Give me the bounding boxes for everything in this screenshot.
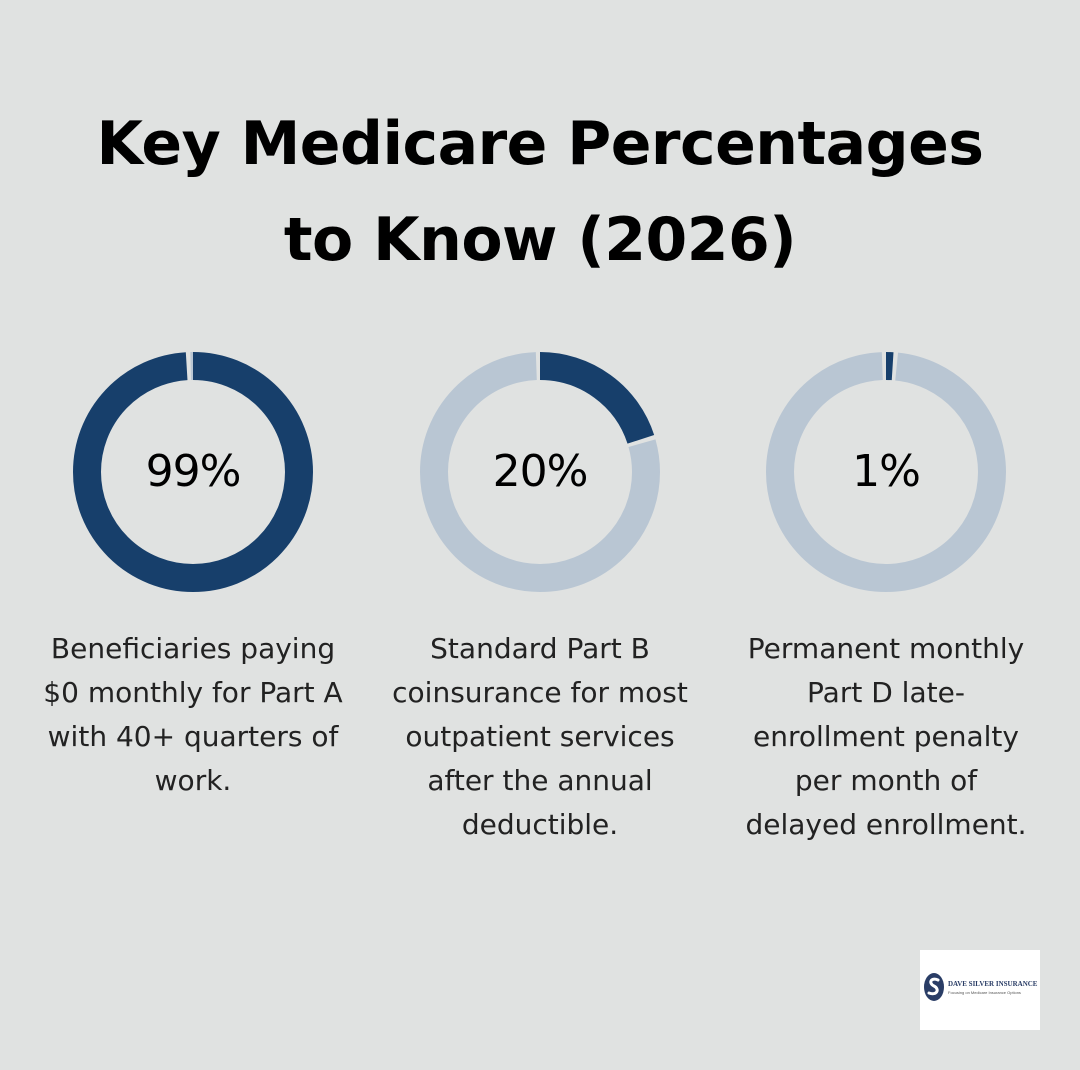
description-line: Beneficiaries paying xyxy=(50,632,336,665)
description-line: with 40+ quarters of xyxy=(47,720,339,753)
description-line: coinsurance for most xyxy=(392,676,688,709)
donut-value-arc xyxy=(73,352,313,592)
title-line-2: to Know (2026) xyxy=(283,205,797,275)
donut-chart-part-a xyxy=(73,352,313,592)
page-title: Key Medicare Percentages to Know (2026) xyxy=(0,96,1080,288)
donut-ring xyxy=(420,352,660,592)
donut-track xyxy=(766,352,1006,592)
description-line: Part D late- xyxy=(807,676,965,709)
logo-tagline: Focusing on Medicare Insurance Options xyxy=(948,990,1021,995)
stat-description: Permanent monthly Part D late- enrollmen… xyxy=(713,627,1059,847)
donut-chart-part-d xyxy=(766,352,1006,592)
percentage-label: 99% xyxy=(145,446,242,497)
percentage-label: 1% xyxy=(852,446,921,497)
title-line-1: Key Medicare Percentages xyxy=(96,109,984,179)
company-logo: DAVE SILVER INSURANCE Focusing on Medica… xyxy=(920,950,1040,1030)
stat-description: Beneficiaries paying $0 monthly for Part… xyxy=(20,627,366,803)
description-line: Standard Part B xyxy=(430,632,650,665)
description-line: deductible. xyxy=(461,808,619,841)
donut-value-arc xyxy=(420,352,660,592)
description-line: per month of xyxy=(794,764,978,797)
donut-track xyxy=(420,352,660,592)
description-line: work. xyxy=(154,764,232,797)
percentage-label: 20% xyxy=(492,446,589,497)
description-line: outpatient services xyxy=(405,720,675,753)
description-line: delayed enrollment. xyxy=(745,808,1027,841)
description-line: after the annual xyxy=(427,764,653,797)
logo-s-icon xyxy=(924,973,944,1001)
donut-chart-part-b xyxy=(420,352,660,592)
description-line: $0 monthly for Part A xyxy=(43,676,343,709)
stat-description: Standard Part B coinsurance for most out… xyxy=(367,627,713,847)
description-line: Permanent monthly xyxy=(747,632,1025,665)
donut-ring xyxy=(766,352,1006,592)
description-line: enrollment penalty xyxy=(753,720,1019,753)
logo-name: DAVE SILVER INSURANCE xyxy=(948,980,1038,988)
donut-value-arc xyxy=(766,352,1006,592)
donut-ring xyxy=(73,352,313,592)
